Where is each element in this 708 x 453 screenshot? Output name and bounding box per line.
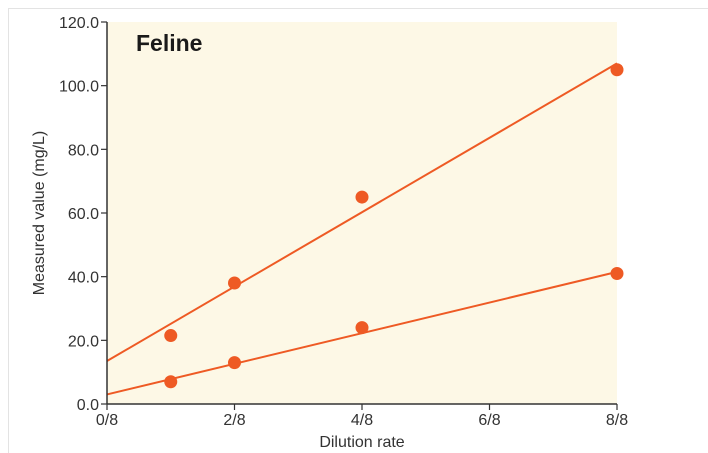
y-tick-label: 60.0 bbox=[68, 206, 99, 223]
x-tick-label: 6/8 bbox=[478, 412, 500, 429]
y-tick-label: 100.0 bbox=[59, 79, 99, 96]
y-tick-label: 20.0 bbox=[68, 333, 99, 350]
y-tick-label: 80.0 bbox=[68, 142, 99, 159]
fit-line-1 bbox=[106, 62, 618, 362]
data-point bbox=[355, 321, 369, 335]
x-tick-label: 0/8 bbox=[96, 412, 118, 429]
data-point bbox=[355, 190, 369, 204]
x-axis-ticks: 0/8 2/8 4/8 6/8 8/8 bbox=[96, 404, 628, 429]
data-point bbox=[610, 63, 624, 77]
data-point bbox=[228, 356, 241, 370]
data-point bbox=[228, 276, 241, 290]
figure-border-top bbox=[8, 8, 708, 9]
x-axis-title: Dilution rate bbox=[319, 434, 404, 451]
y-axis-title: Measured value (mg/L) bbox=[31, 131, 48, 296]
data-points bbox=[164, 63, 624, 389]
y-axis-ticks: 0.0 20.0 40.0 60.0 80.0 100.0 120.0 bbox=[59, 15, 107, 414]
x-tick-label: 8/8 bbox=[606, 412, 628, 429]
y-tick-label: 120.0 bbox=[59, 15, 99, 32]
data-point bbox=[610, 266, 624, 280]
y-tick-label: 40.0 bbox=[68, 270, 99, 287]
data-point bbox=[164, 375, 178, 389]
chart-title: Feline bbox=[136, 30, 202, 56]
y-tick-label: 0.0 bbox=[77, 397, 99, 414]
figure-border-left bbox=[8, 8, 9, 453]
data-point bbox=[164, 329, 178, 343]
x-tick-label: 2/8 bbox=[223, 412, 245, 429]
x-tick-label: 4/8 bbox=[351, 412, 373, 429]
